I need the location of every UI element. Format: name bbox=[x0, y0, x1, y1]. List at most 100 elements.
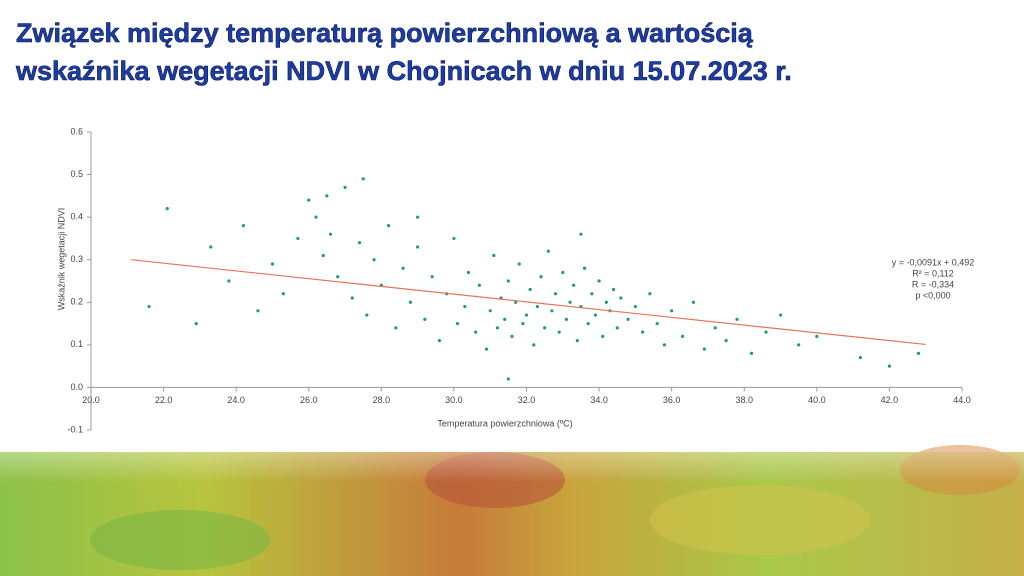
data-point bbox=[553, 292, 558, 296]
data-point bbox=[510, 334, 514, 338]
data-point bbox=[423, 317, 427, 321]
x-tick-label: 32.0 bbox=[518, 395, 536, 405]
data-point bbox=[488, 309, 492, 313]
data-point bbox=[321, 253, 325, 258]
regression-annotation: p <0,000 bbox=[915, 290, 950, 300]
data-point bbox=[582, 266, 587, 270]
x-tick-label: 28.0 bbox=[373, 395, 391, 405]
data-point bbox=[336, 275, 340, 279]
data-point bbox=[568, 300, 572, 304]
data-point bbox=[764, 330, 768, 334]
x-tick-label: 40.0 bbox=[808, 395, 826, 405]
data-point bbox=[484, 347, 489, 351]
x-tick-label: 44.0 bbox=[953, 395, 971, 405]
data-point bbox=[521, 321, 525, 326]
data-point bbox=[506, 377, 510, 381]
data-point bbox=[524, 313, 529, 317]
y-tick-label: 0.6 bbox=[70, 126, 83, 136]
data-point bbox=[372, 258, 376, 262]
x-tick-label: 20.0 bbox=[82, 395, 100, 405]
data-point bbox=[209, 245, 213, 249]
data-point bbox=[532, 343, 536, 347]
x-tick-label: 24.0 bbox=[227, 395, 245, 405]
data-point bbox=[528, 287, 532, 292]
y-tick-label: 0.3 bbox=[70, 254, 83, 264]
data-point bbox=[916, 351, 921, 355]
data-point bbox=[416, 215, 420, 219]
data-point bbox=[590, 292, 594, 296]
regression-annotation: y = -0,0091x + 0,492 bbox=[892, 257, 975, 267]
data-point bbox=[887, 364, 892, 368]
data-point bbox=[361, 177, 365, 181]
data-point bbox=[604, 300, 608, 304]
x-tick-label: 30.0 bbox=[445, 395, 463, 405]
data-point bbox=[401, 266, 405, 270]
data-point bbox=[778, 313, 783, 317]
data-point bbox=[241, 224, 246, 228]
data-point bbox=[227, 279, 231, 283]
data-point bbox=[557, 330, 561, 334]
data-point bbox=[437, 339, 441, 343]
data-point bbox=[194, 321, 198, 326]
y-tick-label: 0.0 bbox=[70, 382, 83, 392]
x-tick-label: 42.0 bbox=[881, 395, 899, 405]
regression-annotation: R² = 0,112 bbox=[912, 268, 954, 278]
x-tick-label: 38.0 bbox=[735, 395, 753, 405]
data-point bbox=[749, 351, 754, 355]
data-point bbox=[307, 198, 311, 202]
data-point bbox=[572, 283, 576, 287]
data-point bbox=[281, 292, 285, 296]
data-point bbox=[477, 283, 481, 287]
data-point bbox=[357, 241, 362, 245]
data-point bbox=[815, 334, 819, 338]
data-point bbox=[797, 343, 801, 347]
data-point bbox=[474, 330, 478, 334]
x-axis-label: Temperatura powierzchniowa (ºC) bbox=[437, 418, 572, 428]
y-tick-label: 0.1 bbox=[70, 339, 83, 349]
data-point bbox=[452, 236, 456, 241]
data-point bbox=[564, 317, 569, 321]
x-tick-label: 22.0 bbox=[155, 395, 173, 405]
data-point bbox=[612, 287, 616, 292]
data-point bbox=[539, 275, 543, 279]
data-point bbox=[514, 300, 518, 304]
aerial-background bbox=[0, 445, 1024, 576]
data-point bbox=[314, 215, 318, 219]
data-point bbox=[561, 270, 565, 275]
title-line: Związek między temperaturą powierzchniow… bbox=[16, 18, 754, 48]
data-point bbox=[713, 326, 717, 330]
x-tick-label: 34.0 bbox=[590, 395, 608, 405]
data-point bbox=[296, 236, 300, 241]
y-tick-label: 0.2 bbox=[70, 297, 83, 307]
data-point bbox=[430, 275, 434, 279]
y-tick-label: -0.1 bbox=[67, 424, 83, 434]
data-point bbox=[670, 309, 674, 313]
data-point bbox=[648, 292, 652, 296]
data-point bbox=[662, 343, 667, 347]
data-point bbox=[503, 317, 507, 321]
data-point bbox=[633, 304, 637, 309]
data-point bbox=[350, 296, 354, 300]
data-point bbox=[858, 356, 862, 360]
data-point bbox=[495, 326, 500, 330]
data-point bbox=[691, 300, 696, 304]
data-point bbox=[593, 313, 598, 317]
data-point bbox=[365, 313, 369, 317]
data-point bbox=[270, 262, 275, 266]
data-point bbox=[463, 304, 467, 309]
data-point bbox=[702, 347, 706, 351]
data-point bbox=[597, 279, 601, 283]
data-point bbox=[455, 321, 460, 326]
y-axis-label: Wskaźnik wegetacji NDVI bbox=[56, 208, 66, 311]
x-tick-label: 26.0 bbox=[300, 395, 318, 405]
data-point bbox=[550, 309, 554, 313]
data-point bbox=[492, 253, 496, 258]
data-point bbox=[641, 330, 645, 334]
data-point bbox=[535, 304, 539, 309]
data-point bbox=[735, 317, 739, 321]
data-point bbox=[655, 321, 659, 326]
trend-line bbox=[130, 259, 926, 346]
data-point bbox=[416, 245, 420, 249]
